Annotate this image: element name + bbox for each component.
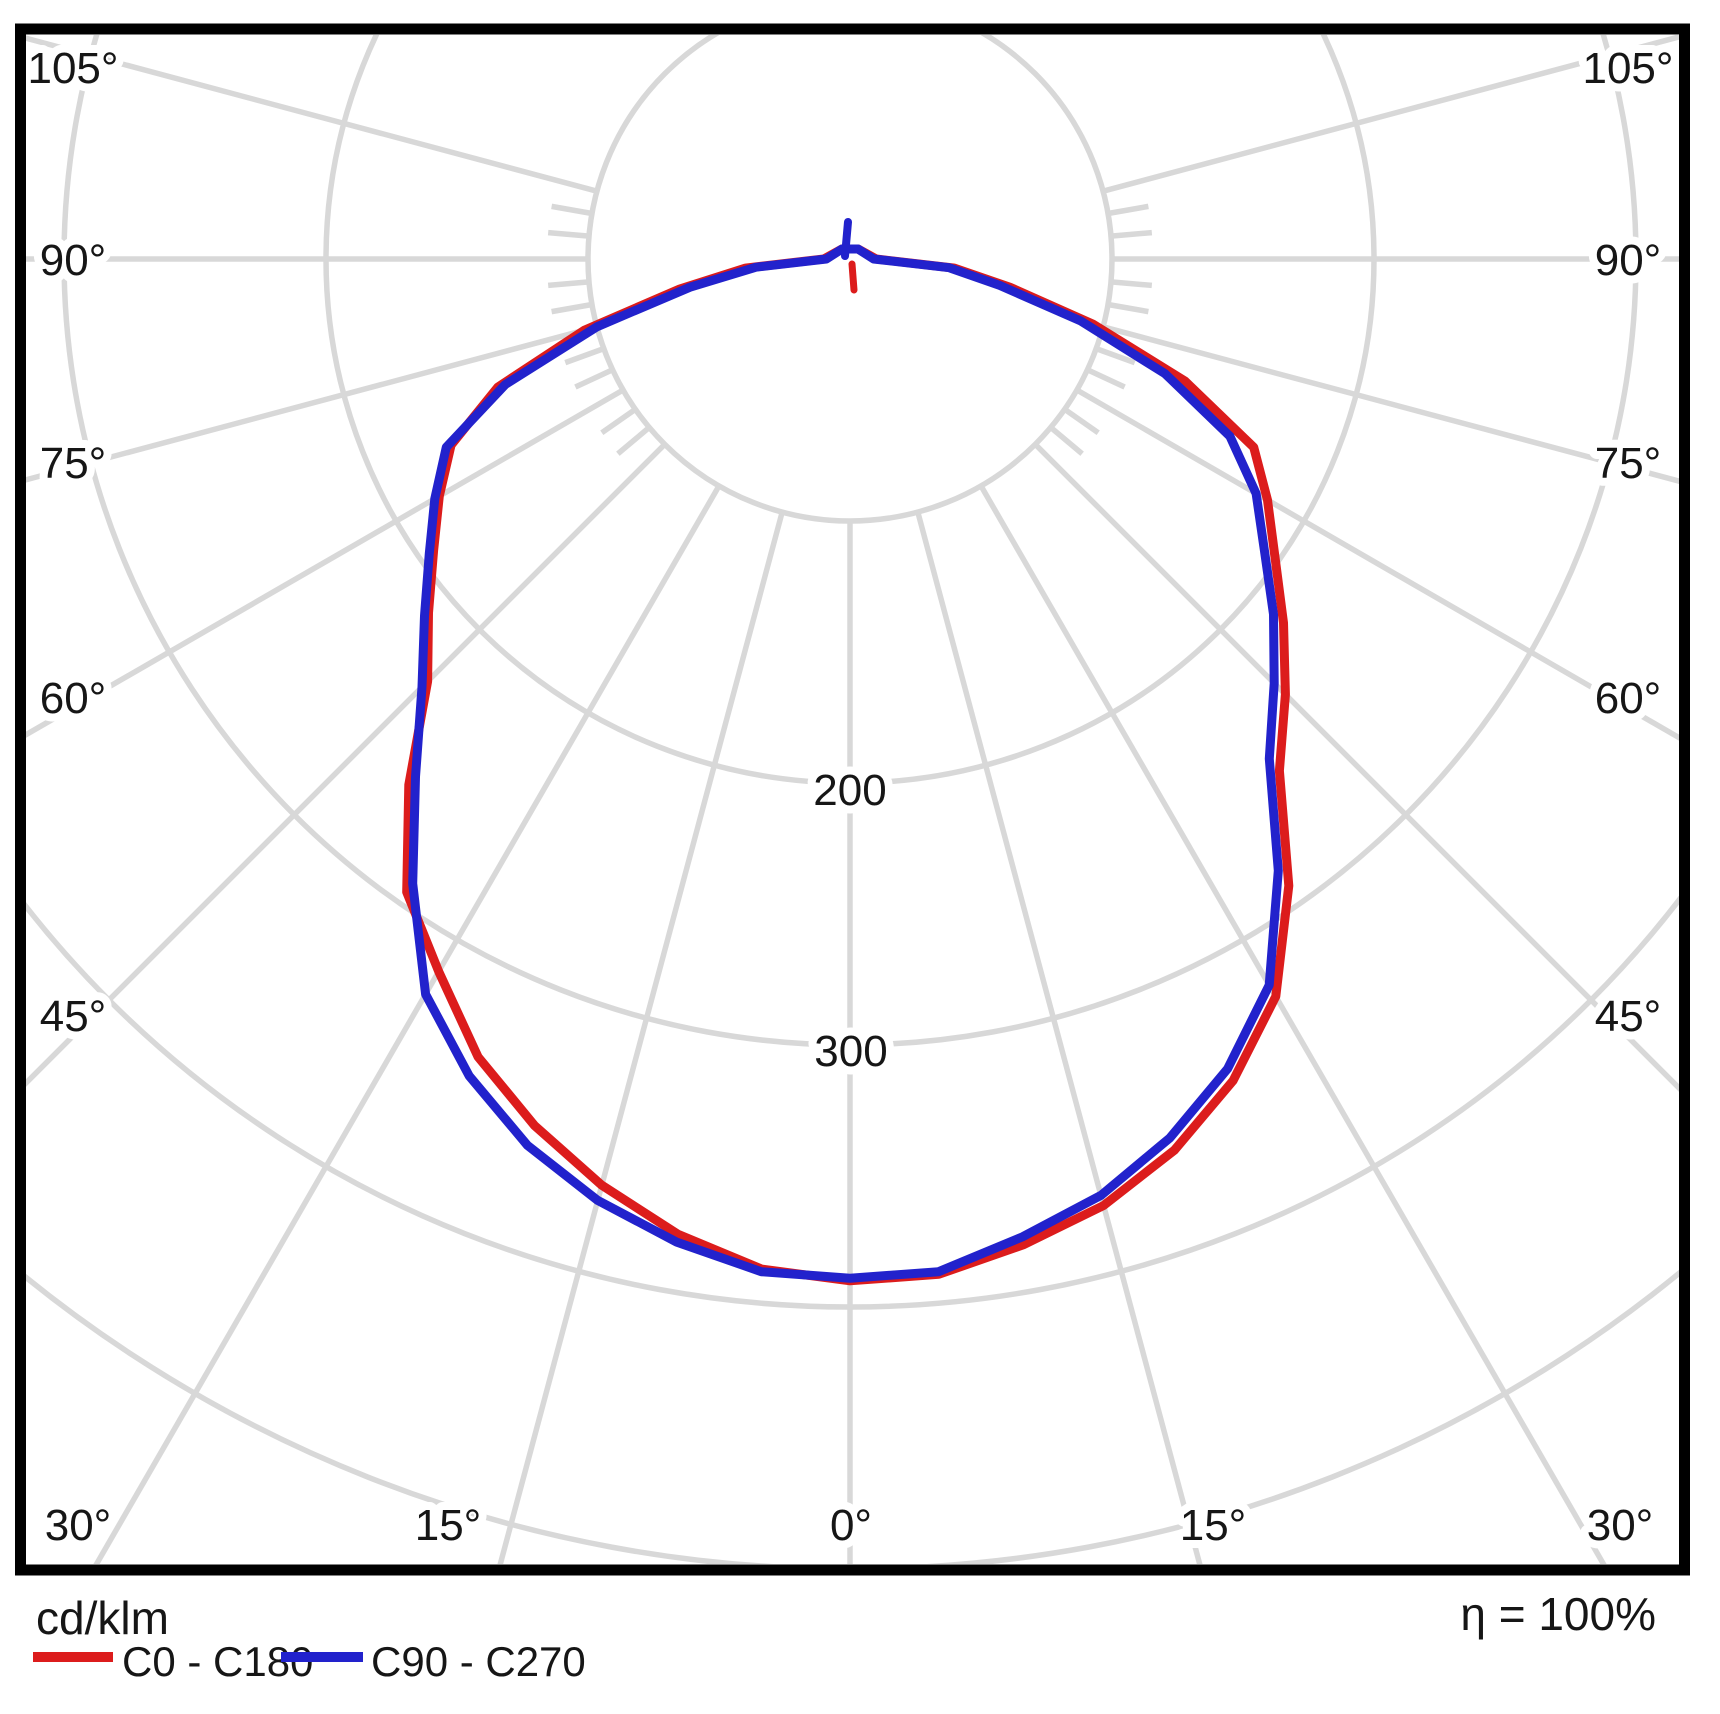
grid-ray--60	[26, 387, 625, 738]
intensity-curves	[402, 218, 1294, 1286]
angle-label-left-90: 90°	[40, 236, 107, 285]
curve-c90-c270	[408, 244, 1283, 1283]
grid-ray--45	[26, 442, 667, 1087]
grid-tick--100	[551, 203, 593, 217]
grid-tick-80	[1107, 301, 1149, 315]
angle-label-right-105: 105°	[1582, 44, 1673, 93]
angle-label-right-90: 90°	[1595, 236, 1662, 285]
grid-tick--50	[616, 425, 652, 456]
grid-tick--85	[547, 279, 590, 289]
grid-ray-30	[978, 484, 1607, 1564]
grid-tick-70	[1095, 346, 1136, 366]
grid-ray-75	[1102, 324, 1679, 484]
angle-label-bottom-15R: 15°	[1180, 1501, 1247, 1550]
grid-tick-100	[1107, 203, 1149, 217]
curve-spike-blue	[841, 218, 852, 260]
angle-label-right-75: 75°	[1595, 439, 1662, 488]
angle-label-bottom-15L: 15°	[415, 1501, 482, 1550]
footer: cd/klm η = 100% C0 - C180 C90 - C270	[33, 1588, 1656, 1685]
angle-label-right-60: 60°	[1595, 674, 1662, 723]
angle-label-left-45: 45°	[40, 992, 107, 1041]
angle-label-bottom-0: 0°	[830, 1501, 872, 1550]
grid-tick-55	[1063, 407, 1100, 436]
grid-tick-50	[1048, 425, 1084, 456]
grid-ray--75	[26, 324, 598, 483]
grid-tick--55	[600, 407, 637, 436]
curve-spike-red	[848, 260, 858, 294]
angle-labels-right: 105° 90° 75° 60° 45°	[1574, 36, 1681, 1049]
efficiency-label: η = 100%	[1460, 1588, 1656, 1640]
legend-label-c90-c270: C90 - C270	[371, 1638, 586, 1685]
legend-item-c0-c180: C0 - C180	[33, 1638, 313, 1685]
grid-ray-105	[1102, 35, 1679, 194]
radial-label-200: 200	[813, 766, 886, 815]
grid-tick--65	[574, 367, 614, 390]
radial-label-300: 300	[814, 1027, 887, 1076]
angle-labels-bottom: 30° 15° 0° 15° 30°	[37, 1493, 1662, 1558]
radial-labels: 200 300	[805, 758, 895, 1084]
legend: C0 - C180 C90 - C270	[33, 1638, 586, 1685]
grid-tick-65	[1086, 367, 1126, 390]
angle-labels-left: 105° 90° 75° 60° 45°	[19, 36, 126, 1049]
grid-ray--15	[497, 511, 785, 1564]
grid-tick-85	[1110, 279, 1153, 289]
grid-ray--30	[93, 484, 722, 1564]
grid-tick--80	[551, 301, 593, 315]
grid-tick-95	[1110, 229, 1153, 239]
legend-swatch-c0-c180	[33, 1652, 113, 1662]
grid-ray-60	[1075, 387, 1679, 741]
angle-label-left-75: 75°	[40, 439, 107, 488]
angle-label-bottom-30L: 30°	[45, 1501, 112, 1550]
grid-ray-45	[1033, 442, 1679, 1092]
angle-label-right-45: 45°	[1595, 992, 1662, 1041]
grid-tick--95	[547, 229, 590, 239]
grid-ray-15	[915, 511, 1203, 1564]
legend-item-c90-c270: C90 - C270	[281, 1638, 586, 1685]
angle-label-left-105: 105°	[27, 44, 118, 93]
angle-label-left-60: 60°	[40, 674, 107, 723]
angle-label-bottom-30R: 30°	[1587, 1501, 1654, 1550]
plot-border	[15, 23, 1690, 1576]
grid-ray--105	[26, 35, 598, 194]
legend-swatch-c90-c270	[281, 1652, 363, 1662]
grid-tick--70	[564, 346, 605, 366]
unit-label: cd/klm	[36, 1592, 169, 1644]
